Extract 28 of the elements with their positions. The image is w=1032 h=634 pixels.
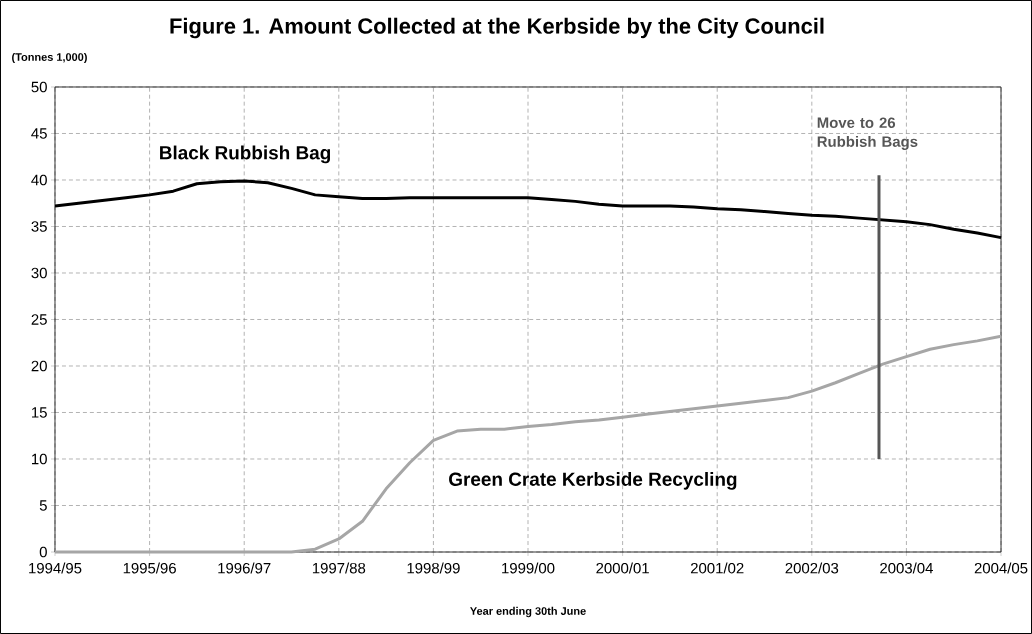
x-tick-label: 2002/03 [785, 562, 839, 574]
chart-title: Figure 1. Amount Collected at the Kerbside by the City Council [170, 17, 824, 39]
x-tick-label: 1999/00 [502, 562, 555, 574]
y-tick-label: 35 [31, 221, 47, 232]
y-tick-label: 0 [39, 546, 47, 558]
x-tick-label: 2003/04 [880, 562, 933, 574]
x-tick-label: 2001/02 [690, 562, 744, 574]
x-tick-label: 1994/95 [29, 562, 82, 574]
x-tick-label: 1998/99 [407, 562, 460, 574]
y-tick-label: 25 [31, 314, 47, 325]
y-tick-label: 30 [31, 267, 47, 279]
y-tick-label: 15 [32, 407, 47, 418]
x-tick-label: 1995/96 [123, 562, 176, 574]
y-tick-label: 50 [31, 81, 47, 93]
y-tick-label: 20 [31, 360, 47, 372]
x-tick-label: 2000/01 [596, 562, 649, 574]
x-tick-label: 1997/88 [312, 562, 366, 574]
y-axis-title: (Tonnes 1,000) [12, 52, 87, 64]
series-label: Green Crate Kerbside Recycling [449, 471, 737, 490]
y-tick-label: 45 [31, 128, 47, 139]
y-tick-label: 5 [39, 500, 47, 511]
x-tick-label: 1996/97 [218, 562, 271, 574]
y-tick-label: 40 [31, 174, 47, 186]
series-label: Black Rubbish Bag [160, 145, 331, 164]
annotation: Move to 26 Rubbish Bags [817, 117, 918, 150]
y-tick-label: 10 [32, 453, 47, 465]
x-axis-title: Year ending 30th June [470, 606, 586, 618]
x-tick-label: 2004/05 [974, 562, 1028, 574]
